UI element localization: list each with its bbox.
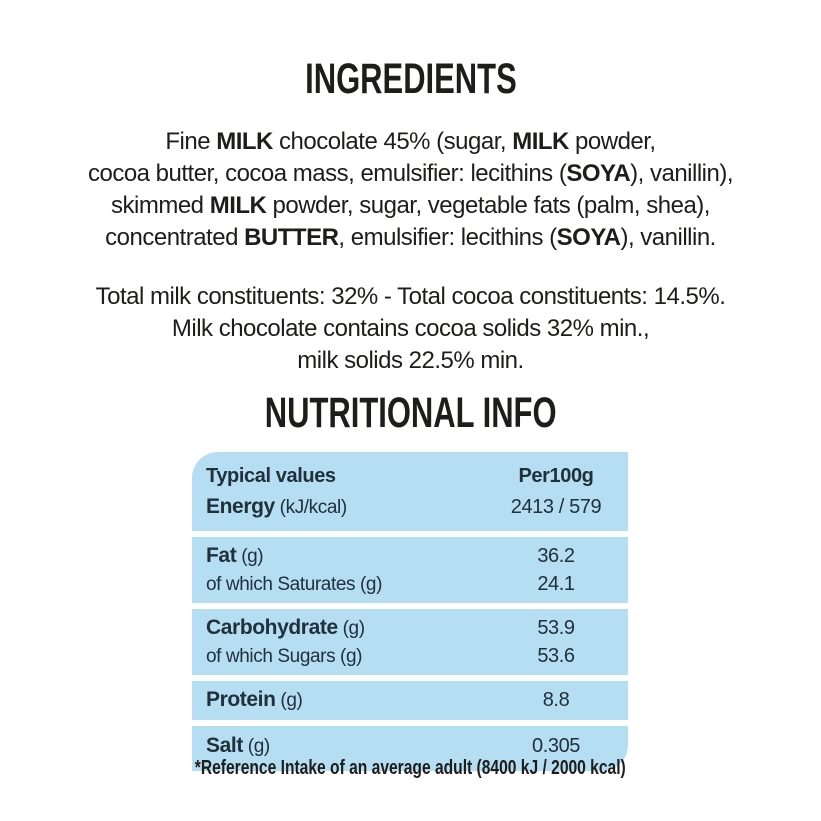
table-block-fat: Fat (g) 36.2 of which Saturates (g) 24.1 — [192, 537, 628, 603]
saturates-value: 24.1 — [537, 573, 575, 595]
table-divider — [192, 720, 628, 726]
ingredients-line: Fine MILK chocolate 45% (sugar, MILK pow… — [165, 128, 656, 155]
nutritional-info-title-text: NUTRITIONAL INFO — [264, 389, 557, 437]
table-row-fat: Fat (g) 36.2 — [192, 542, 628, 571]
nutrition-table: Typical values Per100g Energy (kJ/kcal) … — [192, 452, 628, 771]
energy-value: 2413 / 579 — [510, 496, 602, 518]
table-row-saturates: of which Saturates (g) 24.1 — [192, 571, 628, 598]
ingredients-title: INGREDIENTS — [0, 58, 821, 101]
fat-value: 36.2 — [537, 545, 575, 567]
table-row-sugars: of which Sugars (g) 53.6 — [192, 643, 628, 670]
table-row-carbohydrate: Carbohydrate (g) 53.9 — [192, 614, 628, 643]
table-block-energy: Typical values Per100g Energy (kJ/kcal) … — [192, 452, 628, 531]
protein-value: 8.8 — [542, 689, 570, 711]
table-block-protein: Protein (g) 8.8 — [192, 681, 628, 720]
column-header-typical-values: Typical values — [206, 465, 336, 487]
table-block-salt: Salt (g) 0.305 — [192, 726, 628, 771]
ingredients-line: concentrated BUTTER, emulsifier: lecithi… — [105, 224, 716, 251]
carbohydrate-value: 53.9 — [537, 617, 575, 639]
constituents-text: Total milk constituents: 32% - Total coc… — [0, 281, 821, 377]
table-divider — [192, 531, 628, 537]
reference-intake-note: *Reference Intake of an average adult (8… — [0, 756, 821, 780]
constituents-line: Milk chocolate contains cocoa solids 32%… — [171, 315, 650, 342]
nutritional-info-title: NUTRITIONAL INFO — [0, 392, 821, 435]
table-divider — [192, 675, 628, 681]
column-header-per-100g: Per100g — [518, 465, 594, 487]
table-header-row: Typical values Per100g — [192, 463, 628, 489]
table-row-protein: Protein (g) 8.8 — [192, 686, 628, 715]
ingredients-title-text: INGREDIENTS — [304, 55, 517, 103]
table-divider — [192, 603, 628, 609]
constituents-line: Total milk constituents: 32% - Total coc… — [95, 283, 726, 310]
table-block-carbohydrate: Carbohydrate (g) 53.9 of which Sugars (g… — [192, 609, 628, 675]
constituents-line: milk solids 22.5% min. — [297, 347, 524, 374]
table-row-energy: Energy (kJ/kcal) 2413 / 579 — [192, 493, 628, 522]
ingredients-line: skimmed MILK powder, sugar, vegetable fa… — [111, 192, 710, 219]
salt-value: 0.305 — [531, 735, 581, 757]
ingredients-line: cocoa butter, cocoa mass, emulsifier: le… — [87, 160, 734, 187]
ingredients-text: Fine MILK chocolate 45% (sugar, MILK pow… — [0, 126, 821, 254]
table-row-salt: Salt (g) 0.305 — [192, 732, 628, 761]
sugars-value: 53.6 — [537, 645, 575, 667]
reference-intake-text: *Reference Intake of an average adult (8… — [195, 757, 626, 779]
